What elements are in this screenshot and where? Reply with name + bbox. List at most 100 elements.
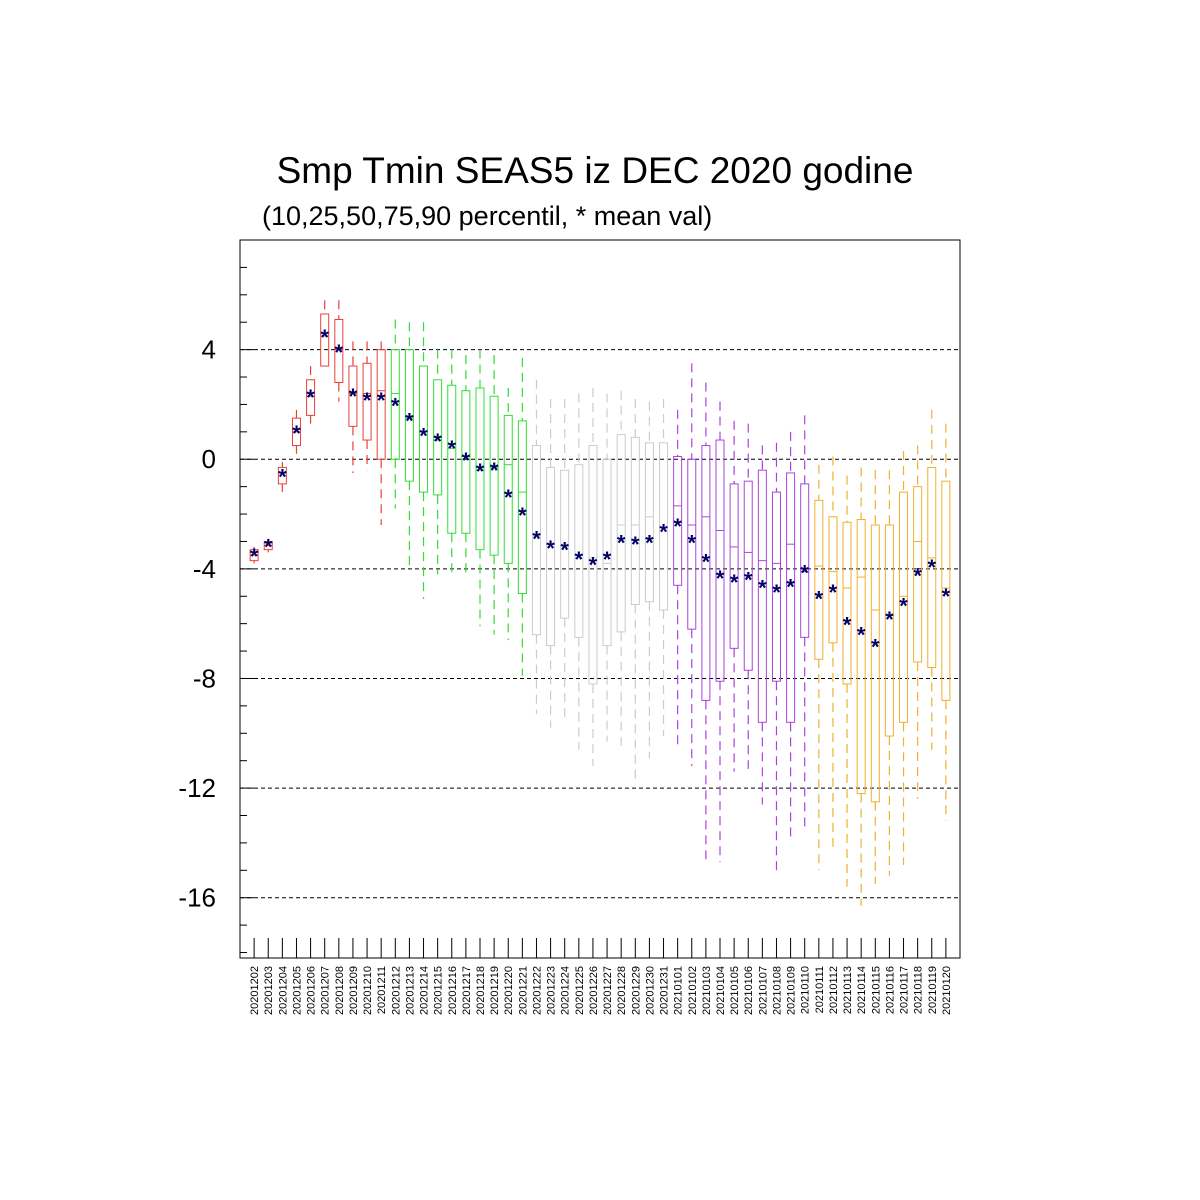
iqr-box: [588, 445, 598, 685]
x-tick-label: 20201206: [306, 966, 318, 1015]
mean-marker: *: [250, 544, 259, 569]
x-tick-label: 20210120: [941, 966, 953, 1015]
mean-marker: *: [673, 514, 682, 539]
box-20210112: [828, 456, 838, 852]
box-20201229: [630, 398, 640, 780]
mean-marker: *: [603, 547, 612, 572]
mean-marker: *: [913, 563, 922, 588]
x-tick-label: 20210110: [800, 966, 812, 1014]
iqr-box: [531, 445, 541, 636]
iqr-box: [348, 365, 358, 427]
y-tick-label: -16: [178, 883, 216, 913]
iqr-box: [475, 387, 485, 551]
box-20201210: [362, 341, 372, 471]
x-tick-label: 20201222: [531, 966, 543, 1015]
iqr-box: [927, 466, 937, 669]
iqr-box: [729, 483, 739, 649]
x-tick-label: 20201226: [588, 966, 600, 1015]
box-20201219: [489, 355, 499, 635]
mean-marker: *: [843, 613, 852, 638]
x-tick-label: 20210113: [842, 966, 854, 1014]
x-tick-label: 20210103: [701, 966, 713, 1015]
x-tick-label: 20210118: [913, 966, 925, 1014]
iqr-box: [771, 491, 781, 682]
x-tick-label: 20201224: [560, 966, 572, 1015]
mean-marker: *: [659, 519, 668, 544]
box-20201207: [320, 300, 330, 367]
x-tick-label: 20201225: [574, 966, 586, 1015]
y-tick-label: 0: [202, 444, 216, 474]
box-20210109: [786, 431, 796, 838]
mean-marker: *: [462, 448, 471, 473]
box-20201223: [546, 398, 556, 728]
box-20201204: [277, 461, 287, 493]
mean-marker: *: [546, 536, 555, 561]
iqr-box: [743, 480, 753, 671]
iqr-box: [404, 349, 414, 482]
x-tick-label: 20201231: [659, 966, 671, 1015]
box-20201208: [334, 300, 344, 402]
iqr-box: [715, 439, 725, 682]
mean-marker: *: [815, 587, 824, 612]
box-20210119: [927, 409, 937, 750]
box-20210101: [673, 409, 683, 747]
x-tick-label: 20201230: [644, 966, 656, 1015]
iqr-box: [306, 379, 316, 416]
x-tick-label: 20210111: [814, 966, 826, 1013]
box-20210118: [913, 445, 923, 800]
x-tick-label: 20210115: [870, 966, 882, 1014]
box-20201209: [348, 341, 358, 473]
x-tick-label: 20201218: [475, 966, 487, 1015]
box-20210110: [800, 415, 810, 827]
box-20201222: [531, 379, 541, 715]
mean-marker: *: [702, 550, 711, 575]
mean-marker: *: [306, 385, 315, 410]
mean-marker: *: [363, 388, 372, 413]
x-tick-label: 20201220: [503, 966, 515, 1015]
x-tick-label: 20201212: [390, 966, 402, 1015]
box-20201218: [475, 349, 485, 627]
iqr-box: [616, 434, 626, 633]
box-20210102: [687, 363, 697, 767]
x-tick-label: 20201213: [404, 966, 416, 1015]
iqr-box: [517, 420, 527, 595]
mean-markers: * ******* * * *** * * * * **** * * * * ** * * * **** * * * * **…: [250, 325, 951, 660]
x-tick-label: 20210105: [729, 966, 741, 1015]
x-tick-label: 20201219: [489, 966, 501, 1015]
box-20210103: [701, 382, 711, 865]
mean-marker: *: [645, 530, 654, 555]
x-tick-label: 20210104: [715, 966, 727, 1015]
mean-marker: *: [885, 607, 894, 632]
x-tick-label: 20201204: [277, 966, 289, 1015]
x-tick-label: 20210116: [884, 966, 896, 1014]
x-tick-label: 20201209: [348, 966, 360, 1015]
x-tick-label: 20210102: [687, 966, 699, 1015]
box-series: [249, 300, 951, 906]
box-20201227: [602, 393, 612, 742]
mean-marker: *: [532, 526, 541, 551]
iqr-box: [659, 442, 669, 611]
x-tick-label: 20201203: [263, 966, 275, 1015]
x-tick-label: 20201217: [461, 966, 473, 1015]
mean-marker: *: [758, 576, 767, 601]
iqr-box: [800, 483, 810, 638]
box-20210106: [743, 423, 753, 769]
iqr-box: [673, 455, 683, 586]
gridlines: [240, 349, 960, 899]
iqr-box: [546, 466, 556, 647]
mean-marker: *: [786, 574, 795, 599]
mean-marker: *: [476, 459, 485, 484]
x-tick-label: 20210108: [771, 966, 783, 1015]
box-20201217: [461, 355, 471, 575]
iqr-box: [419, 365, 429, 493]
iqr-box: [503, 414, 513, 564]
box-20210120: [941, 423, 951, 821]
mean-marker: *: [504, 485, 513, 510]
iqr-box: [630, 436, 640, 605]
x-tick-label: 20201228: [616, 966, 628, 1015]
mean-marker: *: [278, 465, 287, 490]
mean-marker: *: [335, 340, 344, 365]
y-tick-label: -4: [193, 554, 216, 584]
x-tick-label: 20201211: [376, 966, 388, 1014]
mean-marker: *: [447, 436, 456, 461]
